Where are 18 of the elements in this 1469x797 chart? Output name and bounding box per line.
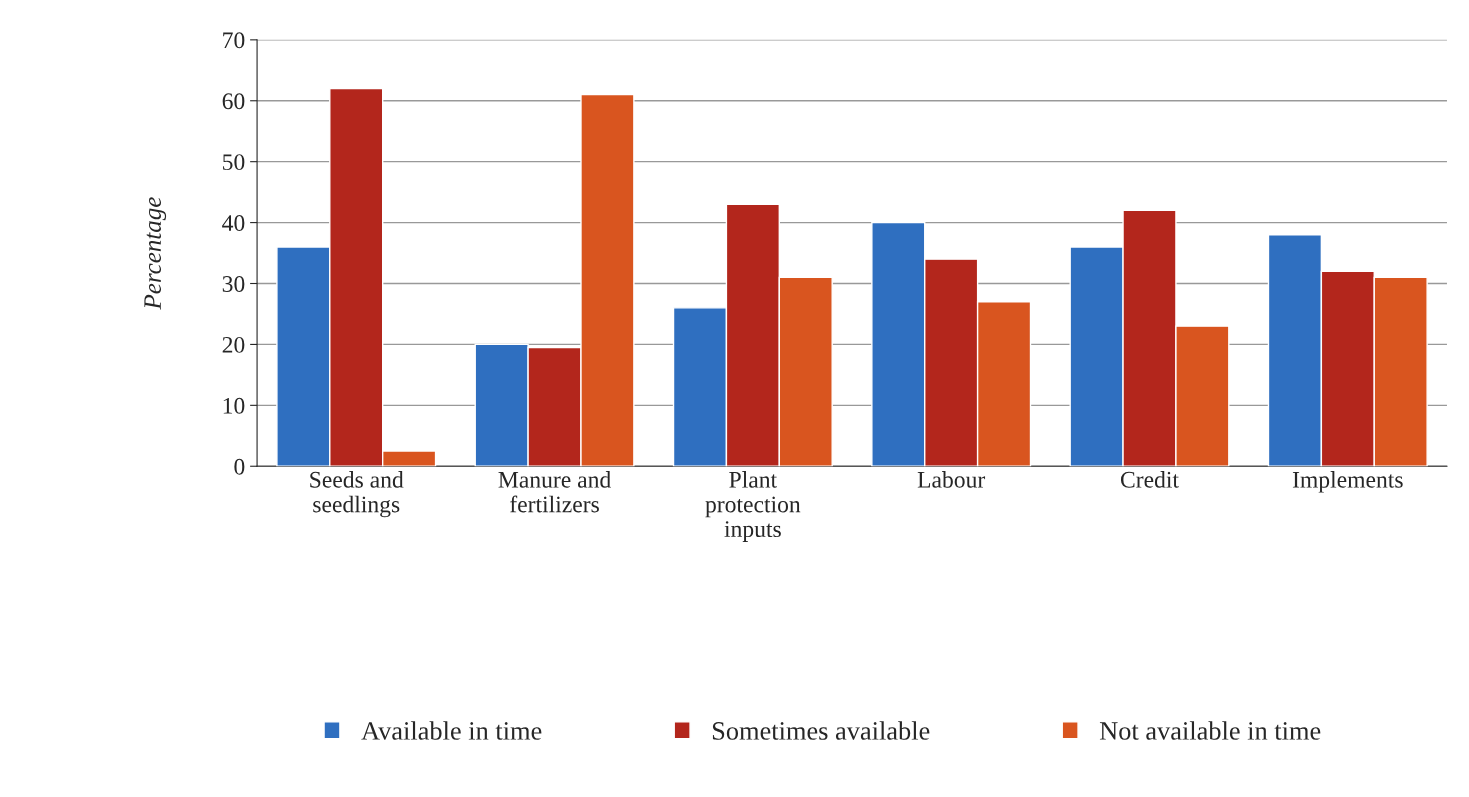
y-axis-title: Percentage xyxy=(144,197,167,310)
x-tick-label: Seeds and seedlings xyxy=(310,471,404,518)
y-tick-label: 70 xyxy=(223,32,245,49)
y-tick-label: 50 xyxy=(223,154,245,171)
y-tick-label: 10 xyxy=(223,397,245,414)
y-tick-label: 30 xyxy=(222,275,245,292)
x-tick-label: Manure and fertilizers xyxy=(498,471,611,513)
y-tick-label: 20 xyxy=(222,336,245,353)
legend-label: Not available in time xyxy=(1099,721,1321,740)
x-tick-label: Labour xyxy=(917,471,986,488)
legend-label: Available in time xyxy=(361,721,542,740)
x-tick-label: Plant protection inputs xyxy=(705,471,801,542)
y-tick-label: 40 xyxy=(222,215,245,232)
x-tick-label: Implements xyxy=(1292,471,1403,493)
x-tick-label: Credit xyxy=(1120,471,1179,488)
y-tick-label: 0 xyxy=(234,458,245,475)
legend-label: Sometimes available xyxy=(712,721,930,740)
y-tick-label: 60 xyxy=(222,93,245,110)
